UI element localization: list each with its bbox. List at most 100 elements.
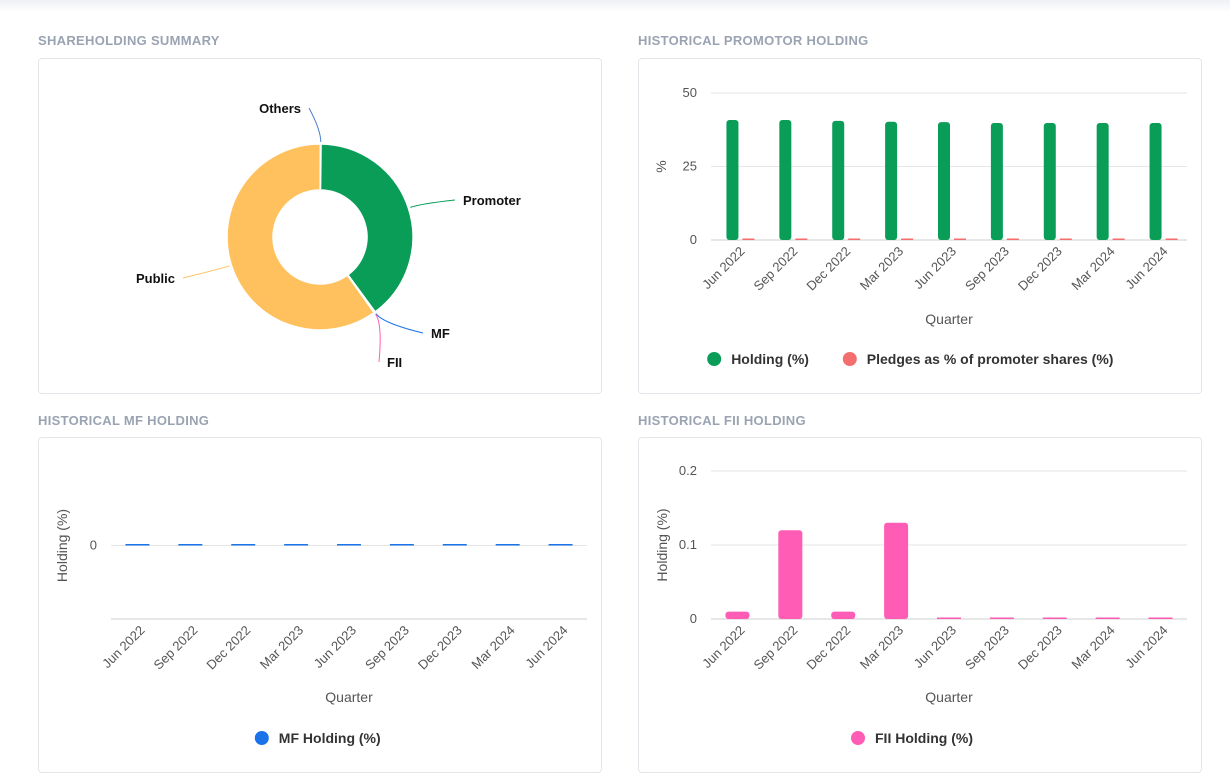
x-tick-label: Mar 2023 xyxy=(857,623,906,672)
shareholding-summary-title: SHAREHOLDING SUMMARY xyxy=(38,33,220,48)
fii-holding-title: HISTORICAL FII HOLDING xyxy=(638,413,806,428)
y-axis-title: Holding (%) xyxy=(54,509,70,582)
y-tick-label: 0 xyxy=(690,611,697,626)
legend-marker xyxy=(842,352,857,366)
bar-mf-holding xyxy=(125,544,150,546)
x-tick-label: Jun 2024 xyxy=(522,623,570,671)
x-tick-label: Dec 2023 xyxy=(415,623,465,673)
y-tick-label: 50 xyxy=(683,85,697,100)
bar-mf-holding xyxy=(548,544,573,546)
pie-label-promoter: Promoter xyxy=(463,193,521,208)
bar-holding xyxy=(990,122,1003,240)
bar-pledges-as-of-promoter-shares xyxy=(954,238,966,240)
pie-leader-promoter xyxy=(410,199,456,208)
bar-mf-holding xyxy=(231,544,256,546)
x-tick-label: Sep 2023 xyxy=(962,623,1012,673)
summary-pie-chart: Promoter MF FII Public Others xyxy=(136,101,521,370)
legend-label: Holding (%) xyxy=(731,351,809,367)
bar-mf-holding xyxy=(337,544,361,546)
x-tick-label: Dec 2023 xyxy=(1015,623,1065,673)
bar-pledges-as-of-promoter-shares xyxy=(848,238,861,240)
bar-fii-holding xyxy=(937,617,961,619)
bar-mf-holding xyxy=(389,544,414,546)
bar-pledges-as-of-promoter-shares xyxy=(1165,238,1178,240)
bar-fii-holding xyxy=(831,611,856,619)
legend-marker xyxy=(851,731,865,745)
y-tick-label: 0 xyxy=(90,538,97,553)
bar-holding xyxy=(832,120,845,240)
bar-pledges-as-of-promoter-shares xyxy=(742,238,755,240)
x-tick-label: Mar 2024 xyxy=(1068,623,1117,672)
pie-leader-others xyxy=(308,107,322,143)
bar-pledges-as-of-promoter-shares xyxy=(1006,238,1019,240)
bar-pledges-as-of-promoter-shares xyxy=(795,238,808,240)
x-tick-label: Jun 2023 xyxy=(911,244,959,292)
mf-card: 0 Jun 2022 Sep 2022 Dec 2022 Mar 2023 Jun 202… xyxy=(38,437,602,773)
x-tick-label: Mar 2024 xyxy=(1068,244,1117,293)
summary-card: Promoter MF FII Public Others xyxy=(38,58,602,394)
y-tick-label: 0 xyxy=(690,232,697,247)
x-tick-label: Dec 2022 xyxy=(803,623,853,673)
x-tick-label: Sep 2023 xyxy=(962,244,1012,294)
y-tick-label: 0.1 xyxy=(679,537,697,552)
x-tick-label: Jun 2022 xyxy=(99,623,147,671)
pie-label-public: Public xyxy=(136,271,175,286)
bar-holding xyxy=(938,122,950,240)
x-axis-title: Quarter xyxy=(925,311,973,327)
bar-holding xyxy=(1043,122,1056,240)
bar-fii-holding xyxy=(725,611,750,619)
pie-leader-fii xyxy=(375,313,381,363)
bar-holding xyxy=(779,120,792,240)
y-tick-label: 0.2 xyxy=(679,463,697,478)
pie-label-others: Others xyxy=(259,101,301,116)
promoter-holding-title: HISTORICAL PROMOTOR HOLDING xyxy=(638,33,869,48)
fii-card: 0 0.1 0.2 Jun 2022 Sep 2022 Dec 2022 Mar 2023 J… xyxy=(638,437,1202,773)
y-tick-label: 25 xyxy=(683,159,697,174)
pie-slice-public xyxy=(226,143,376,331)
pie-leader-mf xyxy=(375,313,424,334)
promoter-card: 0 25 50 Jun 2022 Sep 2022 Dec 2022 Mar 2023 Jun… xyxy=(638,58,1202,394)
x-tick-label: Jun 2023 xyxy=(311,623,359,671)
bar-fii-holding xyxy=(989,617,1014,619)
legend-label: MF Holding (%) xyxy=(279,730,381,746)
bar-holding xyxy=(1149,122,1162,240)
mf-holding-title: HISTORICAL MF HOLDING xyxy=(38,413,210,428)
legend-marker xyxy=(707,352,722,366)
x-tick-label: Mar 2023 xyxy=(857,244,906,293)
y-axis-title: Holding (%) xyxy=(654,508,670,581)
bar-holding xyxy=(1096,122,1109,240)
bar-pledges-as-of-promoter-shares xyxy=(1112,238,1125,240)
pie-slice-promoter xyxy=(319,143,414,313)
bar-fii-holding xyxy=(1042,617,1067,619)
pie-label-mf: MF xyxy=(431,326,450,341)
pie-label-fii: FII xyxy=(387,355,402,370)
bar-mf-holding xyxy=(495,544,520,546)
x-tick-label: Jun 2024 xyxy=(1122,623,1170,671)
x-tick-label: Mar 2024 xyxy=(468,623,517,672)
bar-fii-holding xyxy=(1148,617,1173,619)
bar-mf-holding xyxy=(178,544,203,546)
bar-fii-holding xyxy=(884,522,909,619)
x-tick-label: Dec 2023 xyxy=(1015,244,1065,294)
x-tick-label: Mar 2023 xyxy=(257,623,306,672)
x-tick-label: Sep 2023 xyxy=(362,623,412,673)
x-axis-title: Quarter xyxy=(925,689,973,705)
x-tick-label: Jun 2024 xyxy=(1122,244,1170,292)
bar-pledges-as-of-promoter-shares xyxy=(901,238,914,240)
bar-mf-holding xyxy=(442,544,467,546)
x-tick-label: Sep 2022 xyxy=(750,244,800,294)
bar-pledges-as-of-promoter-shares xyxy=(1059,238,1072,240)
x-tick-label: Sep 2022 xyxy=(750,623,800,673)
x-tick-label: Dec 2022 xyxy=(803,244,853,294)
bar-mf-holding xyxy=(284,544,309,546)
x-tick-label: Sep 2022 xyxy=(150,623,200,673)
pie-slice-others xyxy=(319,143,322,191)
y-axis-title: % xyxy=(653,160,669,172)
bar-fii-holding xyxy=(1095,617,1120,619)
x-tick-label: Jun 2023 xyxy=(911,623,959,671)
x-tick-label: Jun 2022 xyxy=(699,623,747,671)
x-tick-label: Jun 2022 xyxy=(699,244,747,292)
